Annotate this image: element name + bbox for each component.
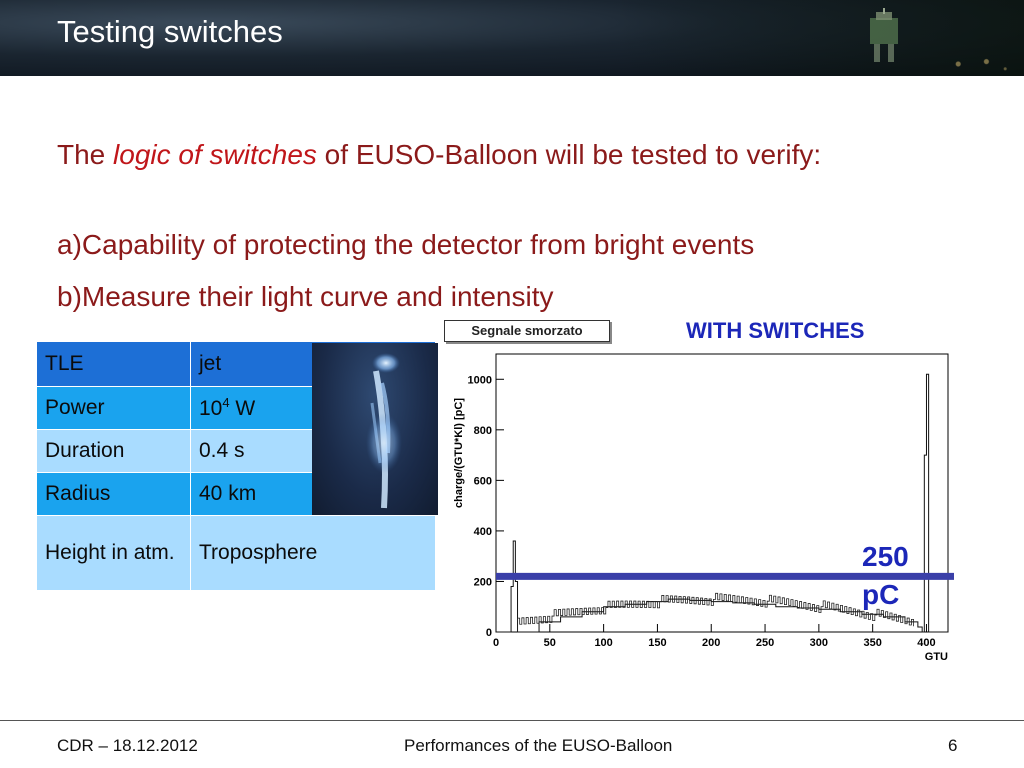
- header-background: [0, 0, 1024, 76]
- table-label: Radius: [36, 472, 191, 516]
- y-tick-label: 800: [474, 425, 492, 437]
- title-bar: Testing switches: [0, 0, 1024, 76]
- table-label: Height in atm.: [36, 515, 191, 591]
- x-tick-label: 150: [648, 637, 666, 649]
- city-lights-decoration: [930, 52, 1024, 76]
- x-tick-label: 400: [917, 637, 935, 649]
- y-tick-label: 1000: [468, 374, 492, 386]
- item-a: a)Capability of protecting the detector …: [57, 229, 755, 260]
- y-tick-label: 0: [486, 627, 492, 639]
- x-tick-label: 50: [544, 637, 556, 649]
- y-tick-label: 400: [474, 526, 492, 538]
- x-tick-label: 350: [863, 637, 881, 649]
- x-tick-label: 0: [493, 637, 499, 649]
- table-label: Duration: [36, 429, 191, 473]
- series-noise-line: [517, 592, 914, 632]
- footer-title: Performances of the EUSO-Balloon: [404, 736, 673, 755]
- charge-vs-gtu-chart: 0 50 100 150 200 250 300 350 400 0 200 400 600 800 100…: [453, 353, 954, 663]
- euso-logo-icon: [870, 8, 898, 62]
- footer-divider: [0, 720, 1024, 721]
- series-line: [496, 373, 948, 633]
- with-switches-label: WITH SWITCHES: [686, 318, 865, 343]
- item-b: b)Measure their light curve and intensit…: [57, 281, 554, 312]
- x-axis-label: GTU: [925, 651, 948, 663]
- x-tick-label: 200: [702, 637, 720, 649]
- table-row: Height in atm. Troposphere: [36, 515, 436, 591]
- y-tick-label: 600: [474, 475, 492, 487]
- intro-prefix: The: [57, 139, 114, 170]
- power-exponent: 4: [222, 395, 230, 410]
- footer-date: CDR – 18.12.2012: [57, 736, 198, 755]
- power-base: 10: [199, 397, 223, 420]
- table-label: TLE: [36, 341, 191, 387]
- y-tick-label: 200: [474, 576, 492, 588]
- plot-frame: [495, 353, 949, 633]
- page-number: 6: [948, 736, 958, 755]
- intro-paragraph: The logic of switches of EUSO-Balloon wi…: [57, 138, 917, 172]
- intro-suffix: of EUSO-Balloon will be tested to verify…: [316, 139, 822, 170]
- chart-legend-box: Segnale smorzato: [444, 320, 610, 342]
- blue-jet-image: [366, 353, 402, 509]
- threshold-label: 250 pC: [862, 541, 909, 610]
- y-axis-label: charge/(GTU*Kl) [pC]: [453, 398, 465, 508]
- blue-jet-photo: [312, 343, 438, 515]
- x-tick-label: 100: [594, 637, 612, 649]
- slide-title: Testing switches: [57, 14, 283, 49]
- table-label: Power: [36, 386, 191, 430]
- power-unit: W: [229, 397, 256, 420]
- x-tick-label: 300: [810, 637, 828, 649]
- table-value: Troposphere: [190, 515, 436, 591]
- intro-emphasis: logic of switches: [113, 139, 317, 170]
- x-tick-label: 250: [756, 637, 774, 649]
